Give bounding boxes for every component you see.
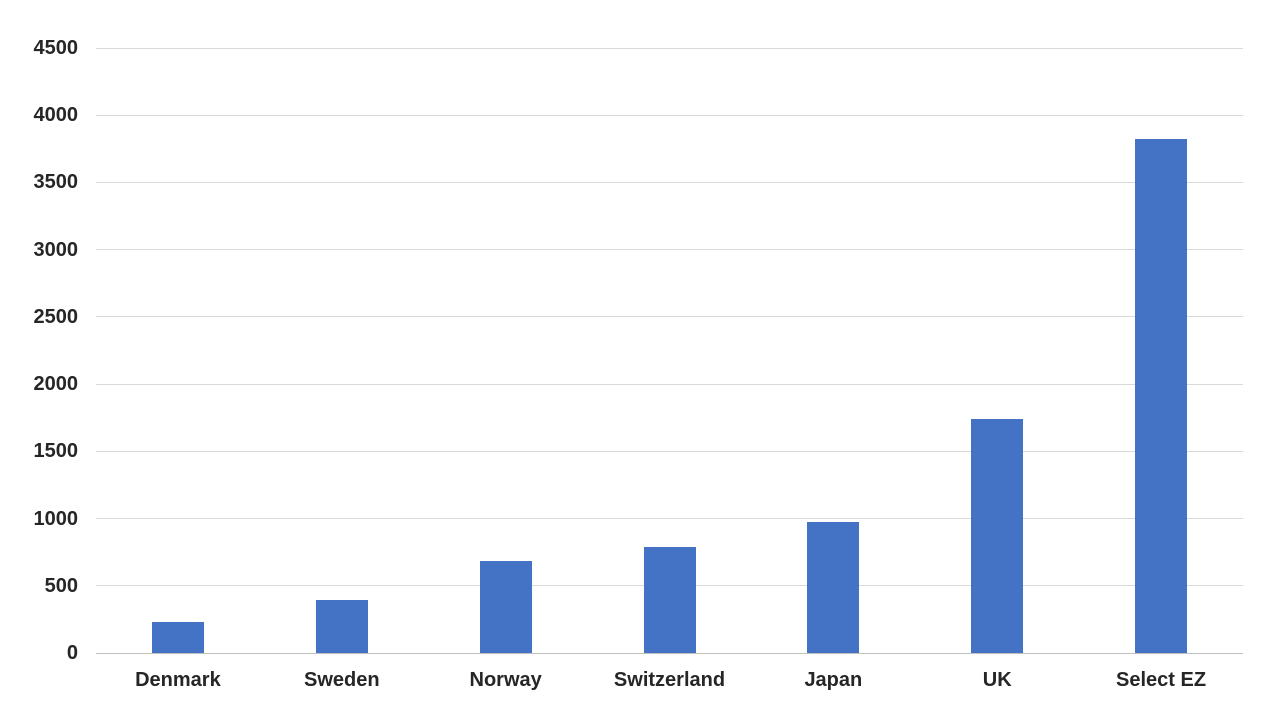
gridline: [96, 181, 1243, 183]
gridline: [96, 249, 1243, 251]
y-tick-label: 0: [66, 642, 78, 664]
x-category-label: Denmark: [135, 669, 221, 691]
x-axis-line: [96, 652, 1243, 654]
y-tick-label: 3000: [33, 238, 79, 261]
y-tick-label: 2500: [33, 305, 79, 328]
gridline: [96, 383, 1243, 385]
gridline: [96, 114, 1243, 116]
gridline: [96, 450, 1243, 452]
bar: [315, 599, 368, 653]
y-tick-label: 4000: [33, 104, 79, 127]
x-category-label: Norway: [469, 669, 542, 691]
gridline: [96, 518, 1243, 520]
y-tick-label: 1000: [33, 507, 79, 530]
gridline: [96, 316, 1243, 318]
y-tick-label: 2000: [33, 373, 79, 396]
y-tick-label: 500: [44, 574, 78, 597]
x-category-label: Japan: [804, 669, 863, 691]
bar: [971, 419, 1024, 653]
bar: [1135, 139, 1188, 653]
y-tick-label: 1500: [33, 440, 79, 463]
x-category-label: Switzerland: [613, 669, 726, 691]
x-category-label: Select EZ: [1116, 669, 1207, 691]
x-category-label: Sweden: [303, 669, 380, 691]
bar: [479, 560, 532, 653]
bar: [643, 546, 696, 653]
y-tick-label: 3500: [33, 171, 79, 194]
y-tick-label: 4500: [33, 37, 79, 59]
x-category-label: UK: [982, 669, 1012, 691]
gridline: [96, 47, 1243, 49]
bar: [807, 521, 860, 653]
bar: [151, 622, 204, 653]
